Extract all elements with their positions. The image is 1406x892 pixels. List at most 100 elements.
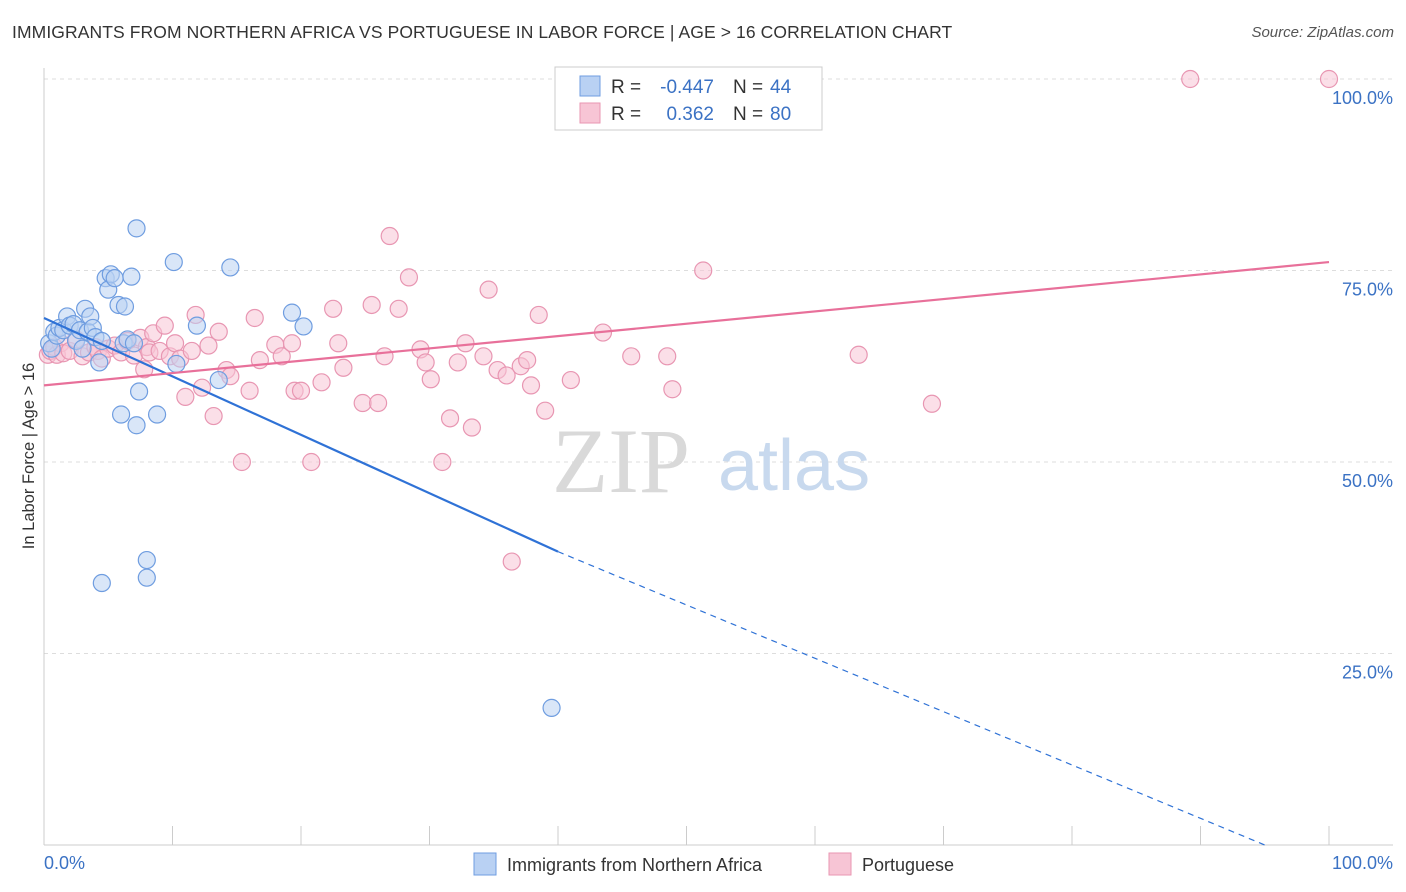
portuguese-point [353, 393, 372, 413]
portuguese-point [334, 358, 353, 377]
northern-africa-point [167, 354, 186, 374]
x-tick-label-max: 100.0% [1332, 853, 1393, 873]
northern-africa-points [40, 219, 561, 717]
portuguese-point [663, 380, 682, 399]
portuguese-point [375, 347, 394, 366]
portuguese-point [448, 353, 467, 372]
northern-africa-point [147, 405, 167, 424]
northern-africa-point [137, 568, 156, 587]
series-legend-swatch-blue [473, 852, 497, 876]
northern-africa-point [221, 258, 240, 277]
portuguese-point [456, 334, 475, 353]
portuguese-point [182, 341, 201, 361]
legend-swatch-pink [579, 102, 601, 124]
series-legend: Immigrants from Northern Africa Portugue… [473, 852, 954, 876]
portuguese-point [165, 334, 185, 353]
portuguese-point [155, 316, 174, 335]
legend-swatch-blue [579, 75, 601, 97]
northern-africa-point [164, 252, 183, 272]
legend-r-label-pink: R = [611, 104, 641, 125]
northern-africa-point [90, 353, 109, 372]
stats-legend: R = -0.447 N = 44 R = 0.362 N = 80 [554, 66, 823, 131]
portuguese-point [302, 452, 321, 472]
northern-africa-point [122, 267, 141, 286]
portuguese-point [561, 370, 580, 390]
portuguese-point [474, 347, 493, 366]
northern-africa-point [542, 698, 561, 717]
portuguese-point [529, 305, 548, 325]
portuguese-point [922, 394, 942, 413]
portuguese-point [329, 334, 348, 353]
northern-africa-point [105, 269, 124, 288]
portuguese-point [462, 418, 482, 437]
portuguese-point [399, 268, 419, 287]
portuguese-point [421, 370, 440, 389]
legend-r-value-pink: 0.362 [666, 104, 714, 125]
portuguese-point [521, 376, 541, 395]
portuguese-point [1319, 69, 1339, 89]
portuguese-point [240, 381, 259, 400]
northern-africa-point [127, 416, 146, 435]
portuguese-point [849, 345, 868, 364]
northern-africa-point [129, 382, 149, 401]
portuguese-point [518, 351, 537, 370]
source-note: Source: ZipAtlas.com [1251, 24, 1394, 41]
series-legend-label-pink: Portuguese [862, 855, 954, 875]
portuguese-point [176, 387, 195, 406]
portuguese-point [324, 299, 343, 318]
portuguese-point [497, 366, 516, 385]
y-tick-label: 25.0% [1342, 663, 1393, 683]
portuguese-point [362, 295, 381, 315]
northern-africa-trend-extension [557, 551, 1265, 846]
y-tick-label: 75.0% [1342, 280, 1393, 300]
portuguese-point [369, 393, 388, 413]
northern-africa-point [294, 317, 313, 336]
portuguese-point [416, 353, 435, 372]
x-tick-label-min: 0.0% [44, 853, 85, 873]
portuguese-point [622, 347, 641, 366]
legend-n-label-blue: N = [733, 77, 763, 98]
portuguese-point [433, 452, 452, 472]
portuguese-point [1181, 69, 1200, 89]
portuguese-point [694, 261, 713, 280]
watermark-zip: ZIP [552, 410, 690, 512]
portuguese-point [658, 347, 677, 366]
portuguese-point [312, 373, 331, 392]
northern-africa-point [92, 573, 111, 593]
series-legend-label-blue: Immigrants from Northern Africa [507, 855, 763, 875]
northern-africa-point [124, 334, 144, 353]
northern-africa-point [187, 316, 207, 335]
portuguese-point [536, 401, 555, 420]
legend-n-value-pink: 80 [770, 104, 791, 125]
y-tick-label: 100.0% [1332, 88, 1393, 108]
portuguese-trend-line [43, 260, 1330, 387]
portuguese-point [502, 552, 521, 571]
portuguese-point [380, 226, 399, 246]
portuguese-point [479, 280, 498, 299]
legend-n-value-blue: 44 [770, 77, 792, 98]
y-axis-title: In Labor Force | Age > 16 [20, 363, 38, 549]
legend-n-label-pink: N = [733, 104, 763, 125]
y-tick-label: 50.0% [1342, 471, 1393, 491]
portuguese-point [282, 334, 302, 353]
legend-r-label-blue: R = [611, 77, 641, 98]
northern-africa-point [111, 405, 131, 424]
series-legend-swatch-pink [828, 852, 852, 876]
portuguese-point [272, 347, 291, 366]
northern-africa-point [115, 297, 135, 316]
portuguese-point [291, 381, 311, 400]
northern-africa-trend-line [43, 316, 559, 553]
northern-africa-point [282, 303, 302, 322]
x-axis-ticks [43, 826, 1330, 845]
chart-title: IMMIGRANTS FROM NORTHERN AFRICA VS PORTU… [12, 22, 953, 42]
trend-lines [43, 260, 1330, 846]
portuguese-point [209, 322, 228, 341]
northern-africa-point [127, 219, 146, 238]
y-tick-labels: 25.0% 50.0% 75.0% 100.0% [1332, 88, 1393, 683]
portuguese-point [245, 308, 264, 328]
portuguese-point [199, 336, 218, 355]
portuguese-point [389, 299, 408, 318]
watermark-atlas: atlas [718, 426, 870, 506]
northern-africa-point [209, 370, 228, 390]
